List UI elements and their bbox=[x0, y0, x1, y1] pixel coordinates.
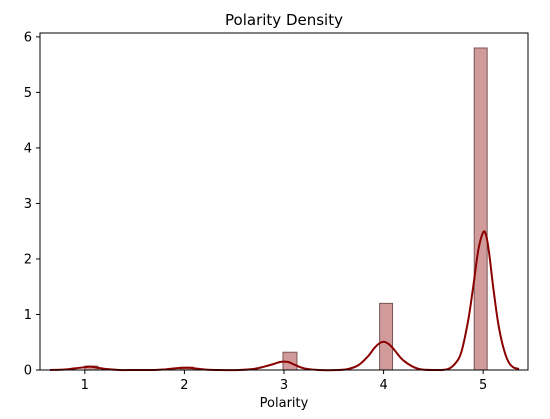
y-tick-label: 5 bbox=[24, 86, 32, 101]
y-tick-label: 4 bbox=[24, 141, 32, 156]
histogram-bar-4 bbox=[379, 302, 394, 371]
y-tick-label: 3 bbox=[24, 197, 32, 212]
y-tick-label: 6 bbox=[24, 30, 32, 45]
y-axis-ticks: 0 1 2 3 4 5 6 bbox=[24, 30, 40, 379]
chart-title: Polarity Density bbox=[225, 11, 343, 29]
x-tick-label: 2 bbox=[180, 378, 188, 393]
x-tick-label: 4 bbox=[379, 378, 387, 393]
x-tick-label: 3 bbox=[280, 378, 288, 393]
x-tick-label: 1 bbox=[81, 378, 89, 393]
histogram-bar-5 bbox=[473, 47, 488, 371]
x-tick-label: 5 bbox=[479, 378, 487, 393]
y-tick-label: 0 bbox=[24, 364, 32, 379]
y-tick-label: 2 bbox=[24, 252, 32, 267]
x-axis-title: Polarity bbox=[260, 396, 309, 411]
x-axis-ticks: 1 2 3 4 5 bbox=[81, 370, 487, 393]
y-tick-label: 1 bbox=[24, 308, 32, 323]
